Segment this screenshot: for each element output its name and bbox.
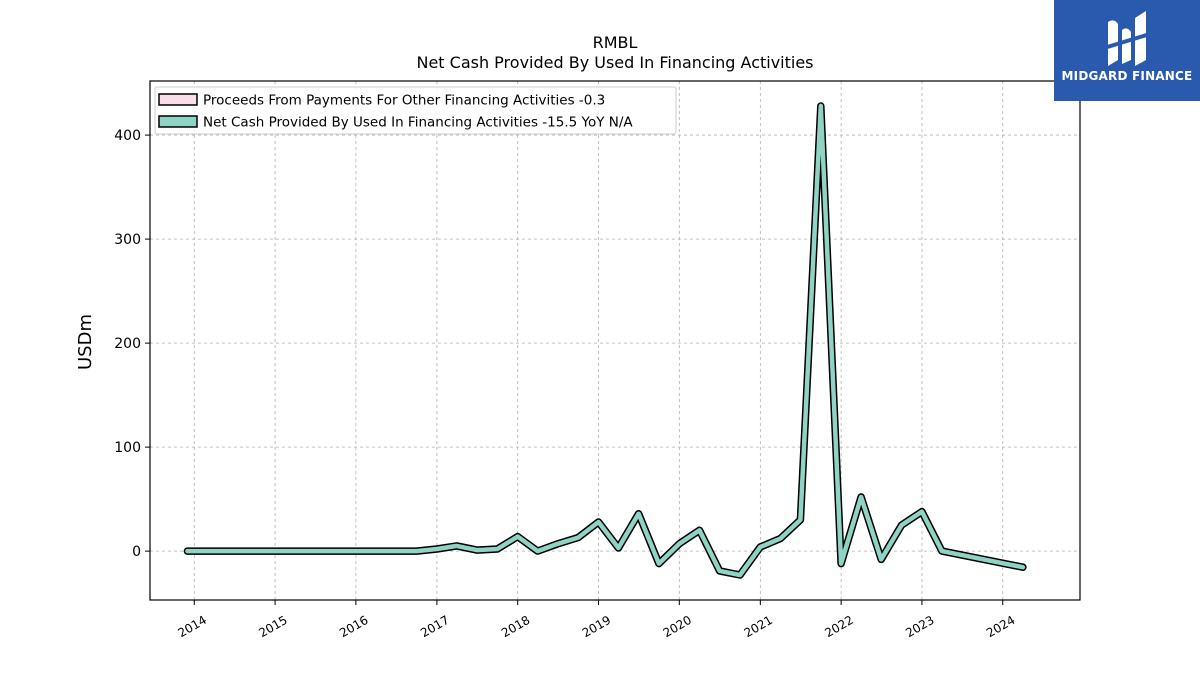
- y-tick-label: 400: [114, 128, 141, 144]
- y-tick-label: 300: [114, 232, 141, 248]
- x-tick-label: 2016: [337, 613, 370, 640]
- x-tick-label: 2014: [176, 613, 209, 640]
- x-tick-label: 2015: [256, 613, 289, 640]
- data-point: [556, 542, 560, 546]
- data-point: [435, 547, 439, 551]
- data-point: [185, 549, 189, 553]
- chart-subtitle: Net Cash Provided By Used In Financing A…: [416, 53, 813, 72]
- grid-lines: [150, 81, 1080, 600]
- legend: Proceeds From Payments For Other Financi…: [154, 86, 677, 135]
- data-point: [616, 546, 620, 550]
- x-tick-label: 2017: [418, 613, 451, 640]
- x-tick-label: 2022: [822, 613, 855, 640]
- legend-label-net-cash: Net Cash Provided By Used In Financing A…: [203, 115, 633, 131]
- series-line-net-cash: [185, 103, 1026, 578]
- series-layer: [183, 102, 1027, 579]
- y-tick-label: 200: [114, 336, 141, 352]
- data-point: [900, 523, 904, 527]
- chart-title: RMBL: [593, 33, 638, 52]
- data-point: [1021, 565, 1025, 569]
- x-tick-label: 2021: [742, 613, 775, 640]
- legend-box: [154, 86, 677, 135]
- brand-logo: MIDGARD FINANCE: [1054, 0, 1200, 101]
- data-point: [516, 535, 520, 539]
- data-point: [778, 537, 782, 541]
- data-point: [798, 518, 802, 522]
- x-tick-label: 2019: [580, 613, 613, 640]
- x-tick-label: 2018: [499, 613, 532, 640]
- brand-name: MIDGARD FINANCE: [1061, 69, 1193, 83]
- data-point: [415, 549, 419, 553]
- data-point: [677, 542, 681, 546]
- data-point: [819, 104, 823, 108]
- data-point: [839, 562, 843, 566]
- data-point: [940, 549, 944, 553]
- data-point: [758, 545, 762, 549]
- data-point: [920, 510, 924, 514]
- y-tick-label: 0: [132, 544, 141, 560]
- data-point: [697, 528, 701, 532]
- legend-label-proceeds: Proceeds From Payments For Other Financi…: [203, 93, 605, 109]
- x-tick-label: 2020: [661, 613, 694, 640]
- legend-swatch-proceeds: [158, 93, 198, 106]
- axis-ticks: 0 100 200 300 400 2014 2015 2016 2017 2018 2019 202…: [114, 128, 1017, 640]
- data-point: [495, 547, 499, 551]
- plot-frame: [149, 80, 1081, 601]
- series-line-outline: [183, 102, 1027, 579]
- data-point: [657, 562, 661, 566]
- data-point: [879, 557, 883, 561]
- y-axis-label: USDm: [75, 314, 96, 370]
- y-tick-label: 100: [114, 440, 141, 456]
- data-point: [859, 495, 863, 499]
- data-point: [536, 549, 540, 553]
- data-point: [475, 548, 479, 552]
- legend-swatch-net-cash: [158, 115, 198, 128]
- x-tick-label: 2024: [984, 613, 1017, 640]
- midgard-m-logo-icon: [1103, 11, 1151, 66]
- data-point: [718, 569, 722, 573]
- data-point: [597, 520, 601, 524]
- data-point: [576, 536, 580, 540]
- data-point: [455, 544, 459, 548]
- data-point: [738, 573, 742, 577]
- data-point: [637, 512, 641, 516]
- x-tick-label: 2023: [903, 613, 936, 640]
